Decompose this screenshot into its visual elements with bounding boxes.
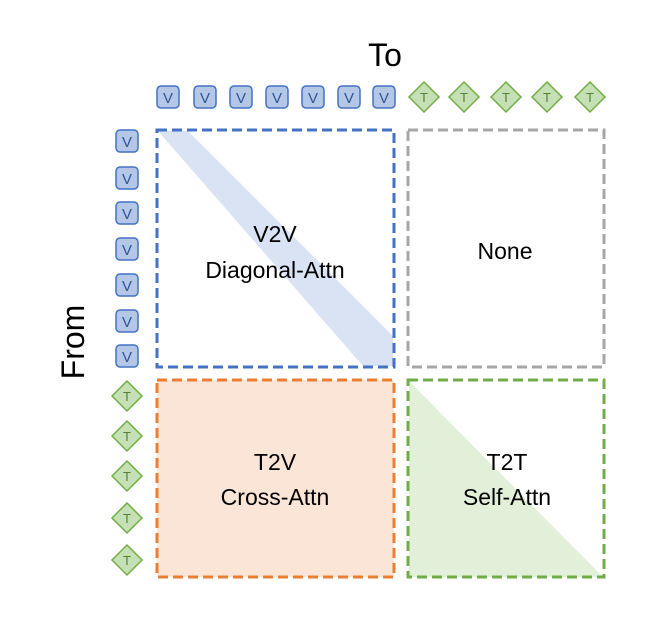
t2v-fill: [157, 380, 394, 577]
vision-token-box: [115, 201, 139, 225]
left-vision-token: V: [115, 309, 139, 333]
vision-token-box: [115, 237, 139, 261]
left-text-token: T: [110, 543, 144, 577]
vision-token-label: V: [122, 242, 132, 259]
top-vision-token: V: [337, 85, 361, 109]
left-text-token: T: [110, 379, 144, 413]
text-token-label: T: [420, 90, 428, 105]
vision-token-box: [301, 85, 325, 109]
vision-token-box: [337, 85, 361, 109]
text-token-diamond: [110, 419, 144, 453]
text-token-diamond: [110, 379, 144, 413]
text-token-label: T: [123, 511, 131, 526]
left-vision-token: V: [115, 129, 139, 153]
text-token-diamond: [489, 80, 523, 114]
top-vision-token: V: [156, 85, 180, 109]
t2v-title: T2V: [254, 449, 297, 475]
text-token-diamond: [530, 80, 564, 114]
from-axis-label: From: [55, 305, 91, 380]
vision-token-box: [156, 85, 180, 109]
vision-token-label: V: [163, 90, 173, 107]
vision-token-box: [115, 309, 139, 333]
top-text-token: T: [530, 80, 564, 114]
v2v-subtitle: Diagonal-Attn: [205, 257, 344, 283]
text-token-label: T: [460, 90, 468, 105]
vision-token-box: [115, 129, 139, 153]
text-token-diamond: [573, 80, 607, 114]
left-text-token: T: [110, 501, 144, 535]
vision-token-label: V: [122, 278, 132, 295]
text-token-label: T: [123, 389, 131, 404]
vision-token-label: V: [122, 349, 132, 366]
left-vision-token: V: [115, 237, 139, 261]
vision-token-box: [265, 85, 289, 109]
top-vision-token: V: [301, 85, 325, 109]
text-token-label: T: [586, 90, 594, 105]
none-block: [406, 128, 606, 369]
text-token-diamond: [110, 459, 144, 493]
vision-token-label: V: [379, 90, 389, 107]
vision-token-box: [229, 85, 253, 109]
vision-token-box: [115, 166, 139, 190]
vision-token-label: V: [200, 90, 210, 107]
top-text-token: T: [407, 80, 441, 114]
top-vision-token: V: [265, 85, 289, 109]
vision-token-label: V: [122, 134, 132, 151]
vision-token-box: [372, 85, 396, 109]
text-token-diamond: [447, 80, 481, 114]
to-axis-label: To: [368, 37, 402, 73]
none-title: None: [478, 238, 533, 264]
top-vision-token: V: [229, 85, 253, 109]
top-vision-token: V: [193, 85, 217, 109]
left-vision-token: V: [115, 273, 139, 297]
vision-token-label: V: [122, 171, 132, 188]
vision-token-label: V: [122, 314, 132, 331]
t2v-block: [155, 378, 396, 579]
left-vision-token: V: [115, 201, 139, 225]
text-token-diamond: [110, 543, 144, 577]
text-token-label: T: [123, 553, 131, 568]
top-vision-token: V: [372, 85, 396, 109]
t2t-subtitle: Self-Attn: [463, 484, 551, 510]
v2v-block: [155, 128, 396, 369]
t2t-block: [406, 378, 606, 579]
v2v-diagonal-band: [158, 131, 393, 366]
t2v-subtitle: Cross-Attn: [221, 484, 330, 510]
v2v-title: V2V: [253, 221, 297, 247]
left-vision-token: V: [115, 166, 139, 190]
top-text-token: T: [489, 80, 523, 114]
vision-token-label: V: [308, 90, 318, 107]
text-token-label: T: [543, 90, 551, 105]
text-token-label: T: [502, 90, 510, 105]
vision-token-label: V: [236, 90, 246, 107]
vision-token-label: V: [272, 90, 282, 107]
vision-token-label: V: [122, 206, 132, 223]
text-token-label: T: [123, 429, 131, 444]
vision-token-box: [115, 273, 139, 297]
text-token-diamond: [110, 501, 144, 535]
left-text-token: T: [110, 459, 144, 493]
t2t-title: T2T: [487, 449, 528, 475]
text-token-diamond: [407, 80, 441, 114]
vision-token-box: [193, 85, 217, 109]
vision-token-label: V: [344, 90, 354, 107]
left-text-token: T: [110, 419, 144, 453]
vision-token-box: [115, 344, 139, 368]
text-token-label: T: [123, 469, 131, 484]
top-text-token: T: [573, 80, 607, 114]
left-vision-token: V: [115, 344, 139, 368]
t2t-lower-triangle: [409, 381, 603, 577]
top-text-token: T: [447, 80, 481, 114]
